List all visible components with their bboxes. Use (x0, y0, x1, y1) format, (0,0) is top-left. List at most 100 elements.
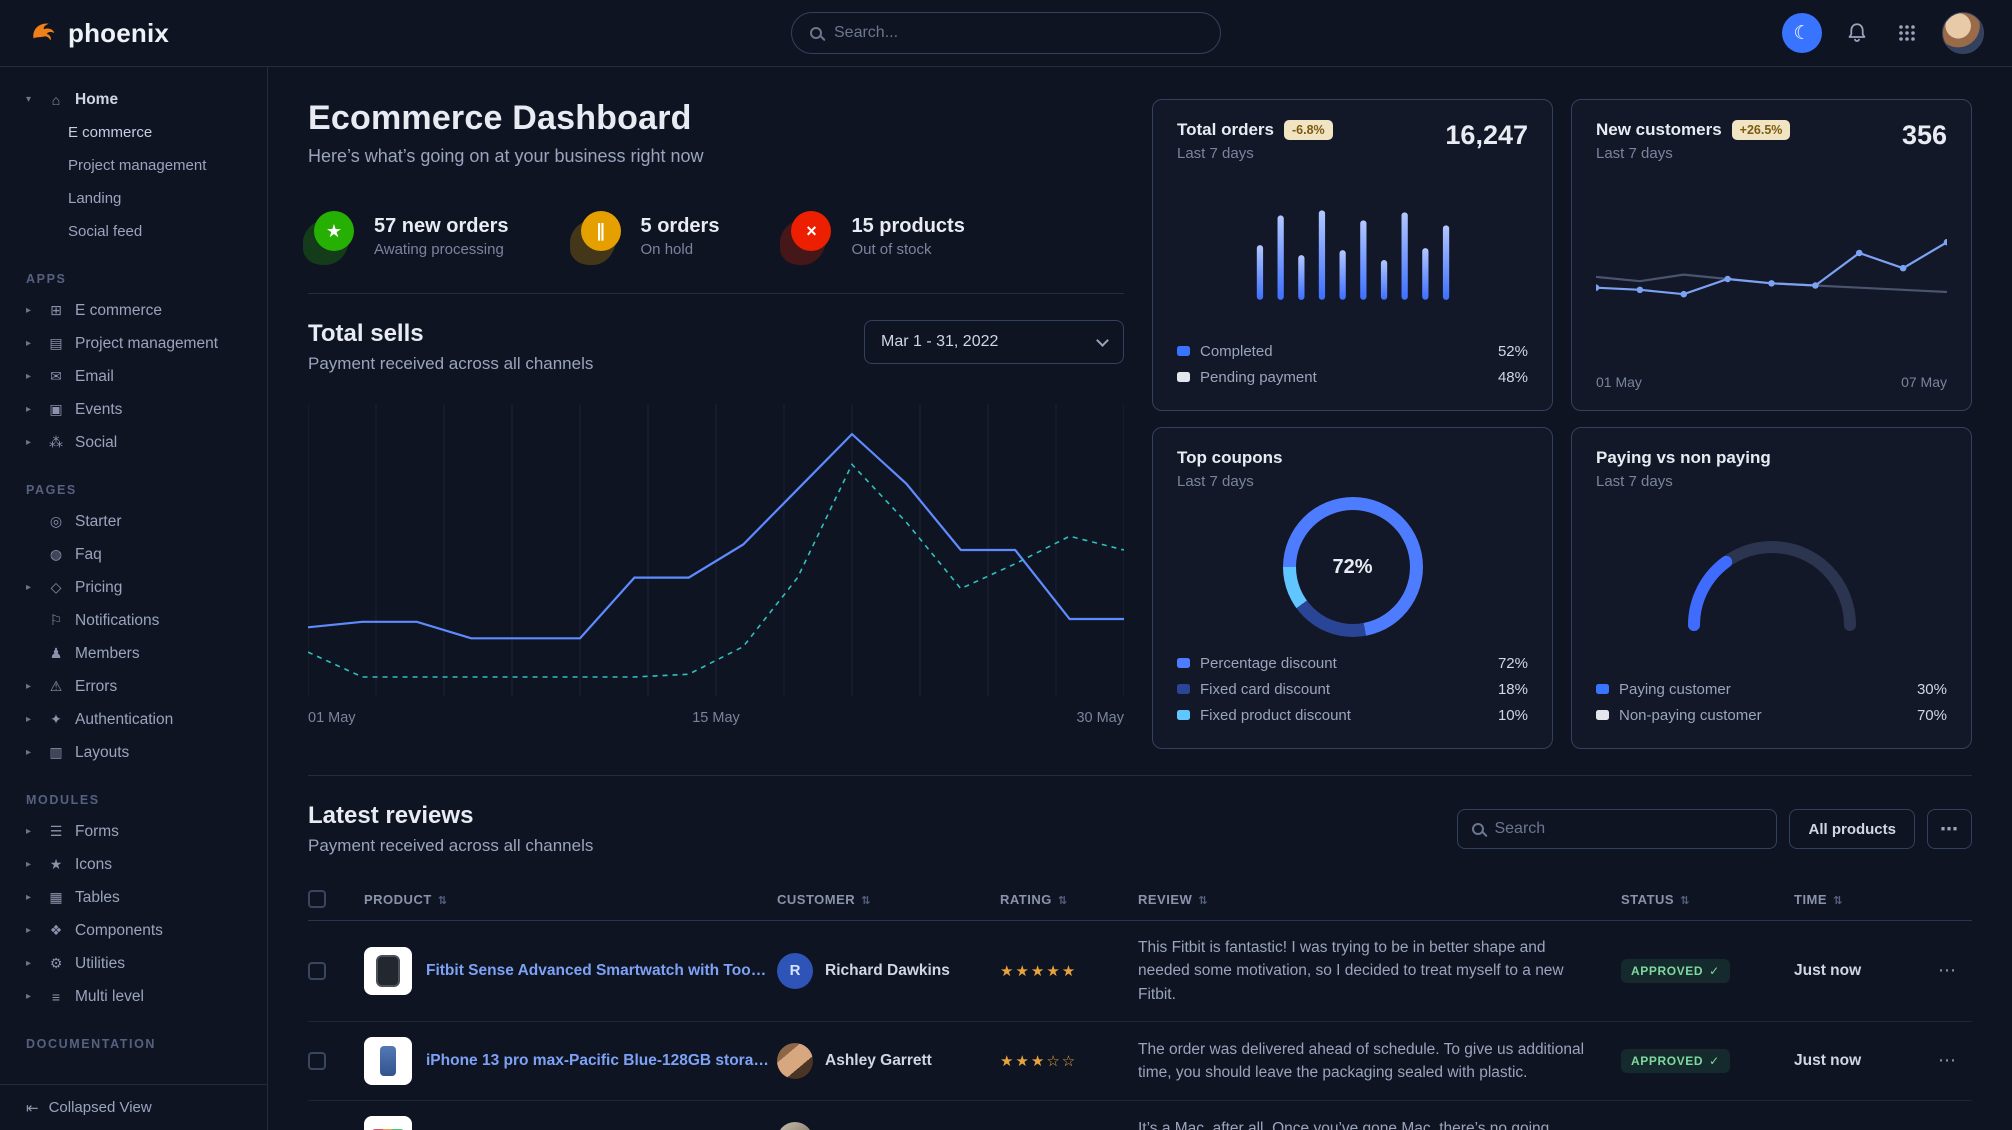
chevron-right-icon: ▸ (26, 826, 32, 837)
card-period: Last 7 days (1177, 145, 1254, 162)
sidebar-item-members[interactable]: ♟ Members (26, 637, 249, 670)
search-icon (810, 27, 822, 39)
all-products-button[interactable]: All products (1789, 809, 1915, 849)
reviews-search[interactable] (1457, 809, 1778, 849)
notifications-button[interactable] (1842, 18, 1872, 48)
sidebar-item-components[interactable]: ▸ ❖ Components (26, 921, 163, 939)
total-orders-legend: Completed 52% Pending payment 48% (1177, 338, 1528, 390)
rating-stars: ★★★★★ (1000, 962, 1078, 980)
sidebar-item-authentication[interactable]: ▸ ✦ Authentication (26, 710, 174, 728)
page-title: Ecommerce Dashboard (308, 99, 692, 137)
legend-label: Completed (1200, 342, 1273, 360)
sidebar-item-email[interactable]: ▸ ✉ Email (26, 367, 114, 385)
select-all-checkbox[interactable] (308, 890, 326, 908)
row-actions-button[interactable]: ⋯ (1938, 1050, 1956, 1071)
user-avatar[interactable] (1942, 12, 1984, 54)
apps-grid-button[interactable] (1892, 18, 1922, 48)
donut-center-label: 72% (1332, 555, 1373, 578)
legend-swatch (1177, 346, 1190, 356)
column-review[interactable]: REVIEW ⇅ (1138, 891, 1209, 907)
sidebar-item-notifications[interactable]: ⚐ Notifications (26, 604, 249, 637)
sidebar-item-forms[interactable]: ▸ ☰ Forms (26, 822, 119, 840)
more-options-button[interactable]: ⋯ (1927, 809, 1972, 849)
check-icon: ✓ (1709, 1053, 1720, 1068)
form-icon: ☰ (49, 823, 63, 839)
warning-icon: ⚠ (49, 678, 63, 694)
kpi-cards: Total orders -6.8% Last 7 days 16,247 Co… (1152, 99, 1972, 749)
sidebar-item-home[interactable]: ▾ ⌂ Home (26, 90, 119, 108)
product-image-iphone (364, 1036, 412, 1085)
legend-item: Completed 52% (1177, 338, 1528, 364)
legend-value: 52% (1497, 342, 1528, 360)
top-coupons-legend: Percentage discount 72% Fixed card discoun… (1177, 650, 1528, 728)
paying-vs-nonpaying-card: Paying vs non paying Last 7 days Paying … (1571, 427, 1972, 749)
sidebar-item-utilities[interactable]: ▸ ⚙ Utilities (26, 954, 125, 972)
collapse-sidebar-button[interactable]: ⇤ Collapsed View (0, 1084, 267, 1130)
row-checkbox[interactable] (308, 961, 326, 980)
status-label: APPROVED (1631, 1053, 1704, 1068)
sidebar-item-landing[interactable]: Landing (68, 190, 122, 207)
chevron-right-icon: ▸ (26, 892, 32, 903)
sidebar-item-events[interactable]: ▸ ▣ Events (26, 400, 123, 418)
bell-icon: ⚐ (49, 612, 63, 628)
sort-icon: ⇅ (1057, 894, 1068, 907)
legend-value: 18% (1497, 680, 1528, 698)
customer-avatar: R (777, 952, 813, 989)
date-range-select[interactable]: Mar 1 - 31, 2022 (864, 320, 1124, 364)
sort-icon: ⇅ (1833, 894, 1843, 907)
row-checkbox[interactable] (308, 1051, 326, 1070)
x-label: 30 May (1076, 710, 1124, 726)
column-product[interactable]: PRODUCT ⇅ (364, 891, 448, 907)
legend-label: Non-paying customer (1619, 706, 1762, 724)
legend-swatch (1596, 684, 1609, 694)
sort-icon: ⇅ (1680, 894, 1690, 907)
column-time[interactable]: TIME ⇅ (1794, 891, 1843, 907)
navbar-search[interactable] (791, 12, 1221, 54)
star-icon: ★ (49, 856, 63, 872)
sidebar-item-social-feed[interactable]: Social feed (68, 223, 143, 240)
section-label-apps: APPS (26, 272, 67, 286)
users-icon: ♟ (49, 645, 63, 661)
sidebar-item-e-commerce[interactable]: E commerce (68, 124, 153, 141)
theme-toggle-button[interactable]: ☾ (1782, 13, 1822, 53)
table-body: Fitbit Sense Advanced Smartwatch with To… (308, 921, 1972, 1130)
column-rating[interactable]: RATING ⇅ (1000, 891, 1068, 907)
stat-value: 15 products (851, 214, 965, 237)
product-link[interactable]: Fitbit Sense Advanced Smartwatch with To… (426, 961, 769, 979)
sidebar-item-tables[interactable]: ▸ ▦ Tables (26, 888, 120, 906)
status-badge: APPROVED ✓ (1621, 958, 1730, 983)
sidebar-item-e-commerce[interactable]: ▸ ⊞ E commerce (26, 301, 162, 319)
dashboard-header-section: Ecommerce Dashboard Here’s what’s going … (303, 99, 1124, 749)
time-value: Just now (1794, 961, 1862, 979)
sidebar-item-multi-level[interactable]: ▸ ≡ Multi level (26, 987, 144, 1005)
customer-avatar (777, 1042, 813, 1079)
reviews-search-input[interactable] (1494, 820, 1763, 838)
brand-logo[interactable]: phoenix (28, 18, 169, 49)
sidebar-item-pricing[interactable]: ▸ ◇ Pricing (26, 578, 123, 596)
chevron-right-icon: ▸ (26, 747, 32, 758)
column-customer[interactable]: CUSTOMER ⇅ (777, 891, 871, 907)
stats-row: ★ 57 new orders Awating processing ∥ 5 order… (303, 211, 1124, 265)
navbar-search-input[interactable] (834, 24, 1202, 42)
chevron-right-icon: ▸ (26, 859, 32, 870)
sidebar-item-layouts[interactable]: ▸ ▥ Layouts (26, 743, 130, 761)
sidebar-item-icons[interactable]: ▸ ★ Icons (26, 855, 113, 873)
card-period: Last 7 days (1177, 473, 1254, 490)
sidebar-item-faq[interactable]: ◍ Faq (26, 538, 249, 571)
column-status[interactable]: STATUS ⇅ (1621, 891, 1690, 907)
check-icon: ✓ (1709, 963, 1720, 978)
table-icon: ▦ (49, 889, 63, 905)
sidebar-item-social[interactable]: ▸ ⁂ Social (26, 433, 118, 451)
sidebar-item-starter[interactable]: ◎ Starter (26, 505, 249, 538)
sidebar-item-errors[interactable]: ▸ ⚠ Errors (26, 677, 118, 695)
top-coupons-donut-chart: 72% (1282, 497, 1423, 637)
legend-label: Pending payment (1200, 368, 1317, 386)
row-actions-button[interactable]: ⋯ (1938, 960, 1956, 981)
sidebar-item-project-management[interactable]: Project management (68, 157, 207, 174)
legend-value: 10% (1497, 706, 1528, 724)
section-label-pages: PAGES (26, 483, 77, 497)
x-label: 01 May (1596, 374, 1642, 390)
product-link[interactable]: iPhone 13 pro max-Pacific Blue-128GB sto… (426, 1051, 769, 1069)
sidebar-item-project-management[interactable]: ▸ ▤ Project management (26, 334, 219, 352)
card-period: Last 7 days (1596, 145, 1673, 162)
